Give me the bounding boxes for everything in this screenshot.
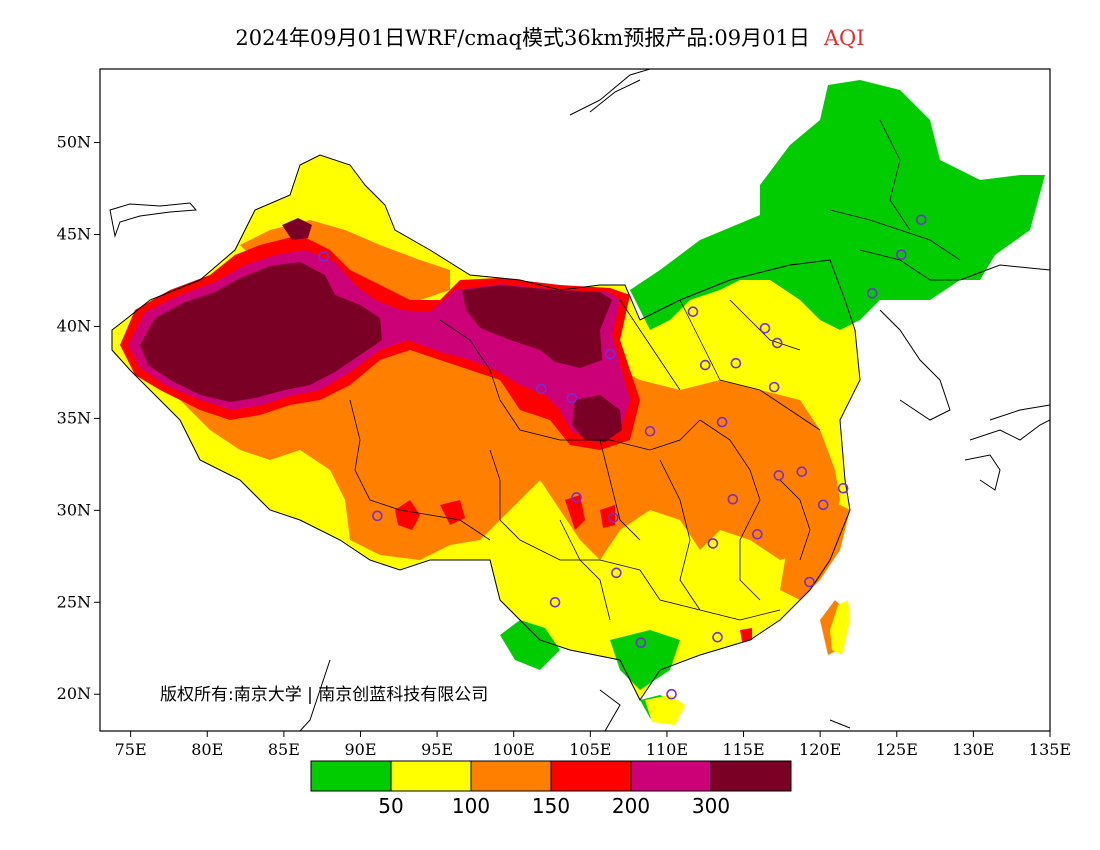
colorbar-swatch (710, 760, 792, 792)
y-tick-label: 45N (57, 225, 91, 244)
x-tick-label: 115E (722, 740, 764, 759)
map-title: 2024年09月01日WRF/cmaq模式36km预报产品:09月01日 AQI (0, 22, 1100, 52)
copyright-notice: 版权所有:南京大学 | 南京创蓝科技有限公司 (160, 685, 489, 705)
colorbar-swatch (630, 760, 712, 792)
y-tick-label: 25N (57, 592, 91, 611)
station-marker (707, 538, 719, 549)
station-marker (796, 466, 808, 478)
x-tick-label: 105E (569, 740, 611, 759)
x-tick-label: 85E (268, 740, 300, 759)
station-marker (896, 249, 907, 261)
station-marker (727, 493, 739, 505)
station-marker (608, 512, 619, 523)
aqi-region-maroon-ordos (572, 395, 622, 442)
station-marker (318, 251, 330, 262)
station-marker (866, 288, 878, 299)
station-marker (699, 359, 711, 371)
station-marker (716, 416, 728, 428)
station-marker (915, 214, 927, 226)
x-tick-label: 135E (1029, 740, 1071, 759)
x-tick-label: 110E (646, 740, 688, 759)
station-marker (666, 688, 677, 700)
x-tick-label: 120E (799, 740, 841, 759)
y-tick-label: 35N (57, 408, 91, 427)
station-marker (817, 499, 829, 511)
x-tick-label: 75E (115, 740, 147, 759)
aqi-region-maroon-junggar (282, 218, 312, 240)
colorbar-label: 150 (532, 794, 570, 818)
station-marker (759, 322, 771, 334)
station-marker (566, 392, 578, 404)
x-tick-label: 125E (876, 740, 918, 759)
map-layer (109, 69, 1050, 731)
x-axis: 75E 80E 85E 90E 95E 100E 105E 110E 115E 120E 125E 1… (115, 731, 1071, 759)
colorbar-legend: 50 100 150 200 300 (310, 760, 792, 818)
station-marker (804, 576, 815, 588)
colorbar-label: 50 (378, 794, 403, 818)
colorbar-swatch (470, 760, 552, 792)
aqi-region-hainan (645, 695, 685, 725)
station-marker (837, 482, 849, 494)
aqi-region-green-northeast (630, 80, 1045, 330)
title-variable: AQI (823, 26, 865, 50)
x-tick-label: 95E (421, 740, 453, 759)
station-marker (773, 470, 785, 481)
station-marker (535, 383, 547, 395)
station-markers (318, 214, 927, 700)
colorbar-swatch (310, 760, 392, 792)
aqi-region-green-south (500, 620, 680, 720)
x-tick-label: 80E (191, 740, 223, 759)
aqi-region-taiwan (830, 600, 850, 655)
x-tick-label: 100E (493, 740, 535, 759)
plot-frame (99, 68, 1051, 732)
title-main: 2024年09月01日WRF/cmaq模式36km预报产品:09月01日 (235, 26, 810, 50)
station-marker (752, 528, 763, 540)
colorbar-label: 100 (452, 794, 490, 818)
neighbor-coastlines (109, 69, 1050, 731)
x-tick-label: 90E (344, 740, 376, 759)
y-tick-label: 20N (57, 684, 91, 703)
y-axis: 20N 25N 30N 35N 40N 45N 50N (57, 133, 100, 703)
country-outline (111, 154, 861, 701)
aqi-region-orange-coast (780, 500, 850, 655)
station-marker (549, 596, 561, 608)
colorbar-label: 300 (692, 794, 730, 818)
x-tick-label: 130E (952, 740, 994, 759)
aqi-region-red-spots (395, 495, 752, 642)
station-marker (372, 510, 383, 522)
colorbar-swatch (390, 760, 472, 792)
station-marker (604, 348, 616, 360)
colorbar-label: 200 (612, 794, 650, 818)
station-marker (730, 357, 742, 369)
y-tick-label: 50N (57, 133, 91, 152)
station-marker (611, 567, 622, 579)
station-marker (635, 637, 647, 649)
station-marker (644, 425, 656, 437)
station-marker (712, 631, 723, 643)
y-tick-label: 30N (57, 500, 91, 519)
station-marker (571, 492, 582, 503)
colorbar-swatch (550, 760, 632, 792)
station-marker (687, 306, 699, 318)
y-tick-label: 40N (57, 316, 91, 335)
aqi-region-maroon-tarim (140, 262, 382, 402)
station-marker (771, 337, 783, 349)
aqi-region-maroon-alxa (462, 285, 612, 368)
station-marker (768, 381, 780, 393)
